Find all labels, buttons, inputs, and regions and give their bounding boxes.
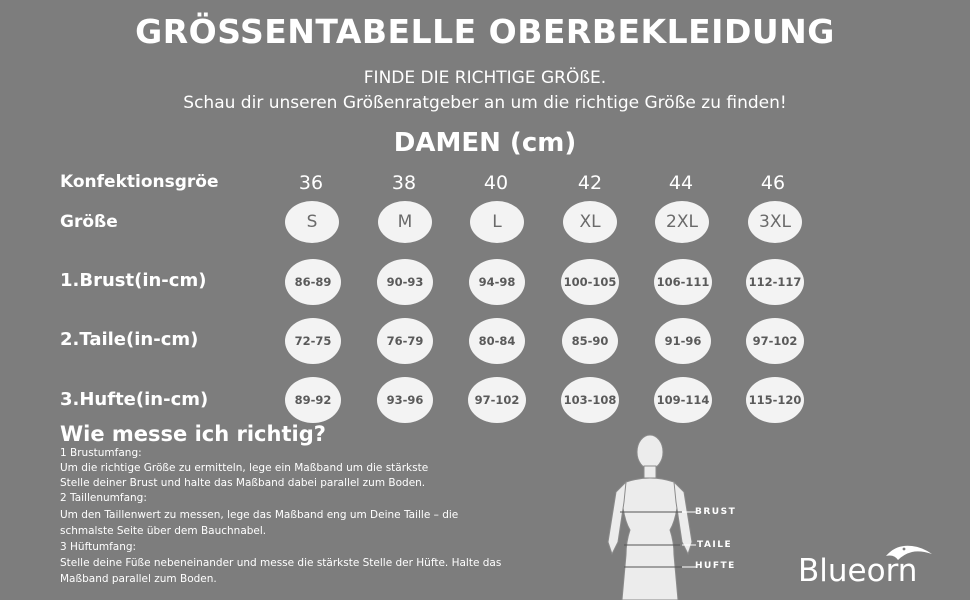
row-label-brust: 1.Brust(in-cm) (60, 270, 207, 291)
size-pill: S (285, 201, 339, 243)
brand-logo: Blueorn (798, 553, 918, 589)
howto-line: Um den Taillenwert zu messen, lege das M… (60, 509, 459, 521)
konfektion-value: 44 (668, 172, 694, 194)
body-figure-illustration (607, 434, 693, 600)
huefte-value: 103-108 (561, 377, 619, 423)
howto-line: 3 Hüftumfang: (60, 541, 137, 553)
taille-value: 85-90 (562, 318, 618, 364)
howto-line: Stelle deiner Brust und halte das Maßban… (60, 477, 426, 489)
figure-label-taille: TAILE (697, 540, 733, 550)
bird-logo-icon (886, 545, 932, 560)
taille-value: 76-79 (377, 318, 433, 364)
howto-line: 2 Taillenumfang: (60, 492, 147, 504)
taille-value: 72-75 (285, 318, 341, 364)
huefte-value: 89-92 (285, 377, 341, 423)
brust-value: 86-89 (285, 259, 341, 305)
row-label-taille: 2.Taile(in-cm) (60, 329, 199, 350)
brust-value: 90-93 (377, 259, 433, 305)
huefte-value: 109-114 (654, 377, 712, 423)
howto-line: Um die richtige Größe zu ermitteln, lege… (60, 462, 429, 474)
brust-value: 94-98 (469, 259, 525, 305)
taille-value: 80-84 (469, 318, 525, 364)
row-label-groesse: Größe (60, 212, 118, 232)
size-pill: 3XL (748, 201, 802, 243)
konfektion-value: 46 (760, 172, 786, 194)
row-label-konfektion: Konfektionsgröe (60, 172, 219, 192)
konfektion-value: 36 (298, 172, 324, 194)
brust-value: 112-117 (746, 259, 804, 305)
howto-line: Maßband parallel zum Boden. (60, 573, 217, 585)
size-pill: M (378, 201, 432, 243)
taille-value: 97-102 (746, 318, 804, 364)
figure-label-brust: BRUST (695, 507, 737, 517)
section-title: DAMEN (cm) (393, 128, 577, 158)
figure-pointer-lines (682, 511, 696, 568)
huefte-value: 93-96 (377, 377, 433, 423)
brust-value: 100-105 (561, 259, 619, 305)
taille-value: 91-96 (655, 318, 711, 364)
subtitle-help: Schau dir unseren Größenratgeber an um d… (183, 93, 787, 113)
subtitle-main: FINDE DIE RICHTIGE GRÖßE. (363, 68, 607, 88)
size-pill: XL (563, 201, 617, 243)
konfektion-value: 40 (483, 172, 509, 194)
page-title: GRÖSSENTABELLE OBERBEKLEIDUNG (135, 12, 835, 51)
howto-heading: Wie messe ich richtig? (60, 422, 326, 446)
brust-value: 106-111 (654, 259, 712, 305)
konfektion-value: 38 (391, 172, 417, 194)
size-pill: L (470, 201, 524, 243)
huefte-value: 115-120 (746, 377, 804, 423)
howto-line: schmalste Seite über dem Bauchnabel. (60, 525, 267, 537)
size-pill: 2XL (655, 201, 709, 243)
huefte-value: 97-102 (468, 377, 526, 423)
howto-line: Stelle deine Füße nebeneinander und mess… (60, 557, 502, 569)
row-label-huefte: 3.Hufte(in-cm) (60, 389, 209, 410)
howto-line: 1 Brustumfang: (60, 447, 142, 459)
konfektion-value: 42 (577, 172, 603, 194)
figure-label-huefte: HUFTE (695, 561, 736, 571)
